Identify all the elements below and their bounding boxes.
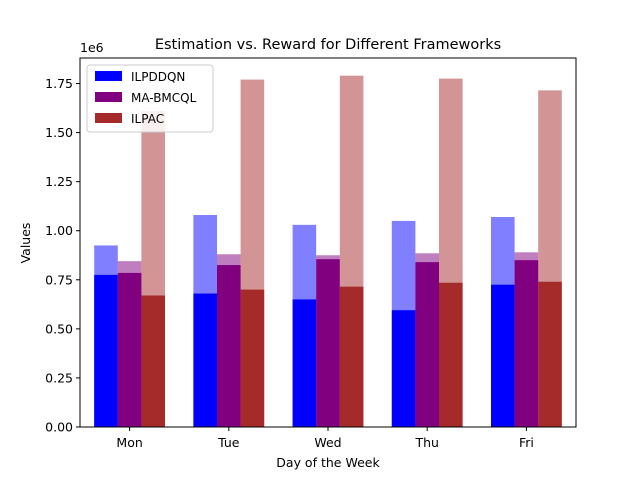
y-tick-label: 1.50 <box>45 125 73 140</box>
bar-reward-ilpddqn-tue <box>193 293 217 427</box>
legend-label-ilpac: ILPAC <box>131 112 164 126</box>
bar-reward-ilpddqn-fri <box>491 284 515 427</box>
bar-reward-ilpac-wed <box>339 286 364 427</box>
y-tick-label: 0.25 <box>45 370 73 385</box>
bar-reward-ilpac-mon <box>141 295 165 427</box>
bar-reward-ma-bmcql-wed <box>316 259 340 427</box>
bar-reward-ilpac-tue <box>240 289 265 427</box>
legend-swatch-ilpddqn <box>95 71 122 81</box>
bar-reward-ilpddqn-wed <box>292 299 317 427</box>
bar-reward-ilpddqn-thu <box>391 310 416 427</box>
bar-reward-ilpac-fri <box>538 281 562 427</box>
x-axis-label: Day of the Week <box>276 455 380 470</box>
legend-label-ilpddqn: ILPDDQN <box>131 70 185 84</box>
y-tick-label: 0.50 <box>45 321 73 336</box>
x-tick-label: Wed <box>314 435 341 450</box>
y-tick-label: 1.75 <box>45 76 73 91</box>
bar-reward-ma-bmcql-fri <box>514 260 539 427</box>
bar-reward-ma-bmcql-thu <box>415 262 439 427</box>
axes-group: 0.00 0.25 0.50 0.75 1.00 1.25 1.50 1.75 Mon Tue We… <box>45 57 577 450</box>
legend-swatch-ilpac <box>95 113 122 123</box>
y-tick-label: 0.00 <box>45 420 73 435</box>
bars-group <box>94 75 562 428</box>
x-tick-label: Fri <box>519 435 534 450</box>
y-tick-label: 1.25 <box>45 174 73 189</box>
y-tick-label: 0.75 <box>45 272 73 287</box>
bar-reward-ilpddqn-mon <box>94 274 118 427</box>
x-tick-label: Mon <box>116 435 142 450</box>
x-tick-label: Thu <box>414 435 438 450</box>
legend-label-ma-bmcql: MA-BMCQL <box>131 91 197 105</box>
bar-reward-ma-bmcql-tue <box>217 265 241 427</box>
legend: ILPDDQN MA-BMCQL ILPAC <box>86 64 214 133</box>
y-offset-label: 1e6 <box>80 40 104 55</box>
bar-reward-ma-bmcql-mon <box>117 272 142 427</box>
chart-title: Estimation vs. Reward for Different Fram… <box>155 37 501 53</box>
y-tick-label: 1.00 <box>45 223 73 238</box>
bar-reward-ilpac-thu <box>439 282 463 427</box>
x-tick-label: Tue <box>217 435 240 450</box>
y-axis-label: Values <box>18 223 33 264</box>
legend-swatch-ma-bmcql <box>95 92 122 102</box>
